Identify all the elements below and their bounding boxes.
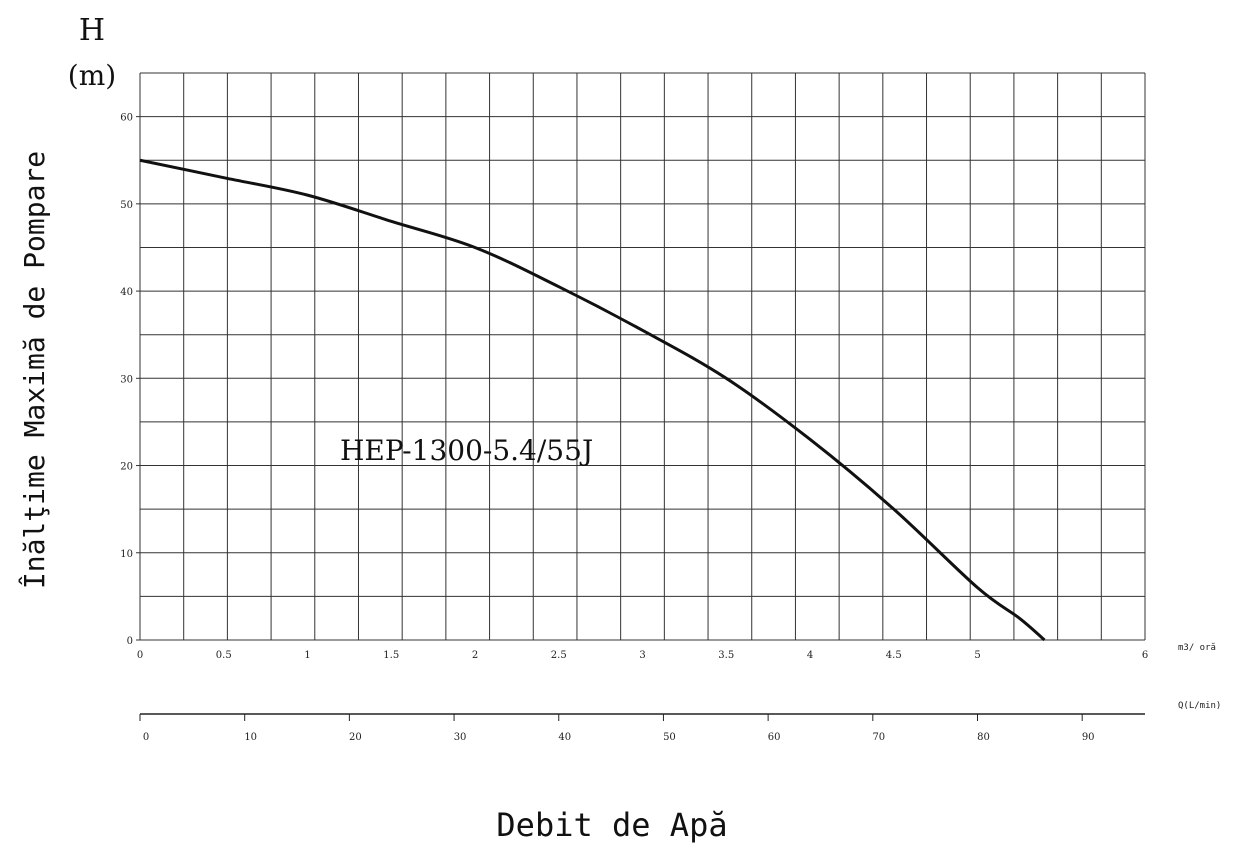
y-tick-label: 40 <box>120 287 133 298</box>
x-tick-label: 3 <box>639 650 645 661</box>
x2-tick-label: 90 <box>1082 732 1095 743</box>
x-tick-label: 6 <box>1142 650 1148 661</box>
y-tick-label: 50 <box>120 200 133 211</box>
x-tick-label: 1 <box>304 650 310 661</box>
x-tick-label: 4 <box>807 650 813 661</box>
x2-tick-label: 40 <box>558 732 571 743</box>
x2-tick-label: 0 <box>143 732 149 743</box>
y-tick-label: 60 <box>120 113 133 124</box>
x2-tick-label: 50 <box>663 732 676 743</box>
x-tick-label: 2 <box>472 650 478 661</box>
x-axis-secondary: 0 10 20 30 40 50 60 70 80 90 <box>139 713 1145 743</box>
x-axis-primary-unit: m3/ oră <box>1178 643 1216 653</box>
y-axis-unit: (m) <box>68 59 116 92</box>
x2-tick-label: 20 <box>349 732 362 743</box>
x2-tick-label: 30 <box>454 732 467 743</box>
performance-curve-layer <box>139 158 1046 642</box>
x-axis-primary-ticks: 0 0.5 1 1.5 2 2.5 3 3.5 4 4.5 5 6 <box>137 650 1148 661</box>
y-axis-ticks: 0 10 20 30 40 50 60 <box>120 113 140 647</box>
chart-grid <box>139 72 1146 641</box>
y-axis-label: Înălţime Maximă de Pompare <box>17 151 51 589</box>
x-axis-label: Debit de Apă <box>496 806 727 843</box>
performance-curve-line <box>139 158 1046 642</box>
x-tick-label: 0 <box>137 650 143 661</box>
x-tick-label: 0.5 <box>216 650 232 661</box>
x-tick-label: 1.5 <box>383 650 399 661</box>
x-axis-secondary-unit: Q(L/min) <box>1178 701 1221 711</box>
curve-label: HEP-1300-5.4/55J <box>340 434 593 467</box>
x2-tick-label: 10 <box>244 732 257 743</box>
x-tick-label: 3.5 <box>718 650 734 661</box>
y-tick-label: 20 <box>120 462 133 473</box>
x-tick-label: 4.5 <box>886 650 902 661</box>
y-tick-label: 0 <box>127 636 133 647</box>
y-axis-symbol: H <box>79 13 105 48</box>
x2-tick-label: 60 <box>768 732 781 743</box>
x2-tick-label: 80 <box>977 732 990 743</box>
x-tick-label: 5 <box>974 650 980 661</box>
y-tick-label: 30 <box>120 374 133 385</box>
y-tick-label: 10 <box>120 549 133 560</box>
x-tick-label: 2.5 <box>551 650 567 661</box>
x2-tick-label: 70 <box>872 732 885 743</box>
